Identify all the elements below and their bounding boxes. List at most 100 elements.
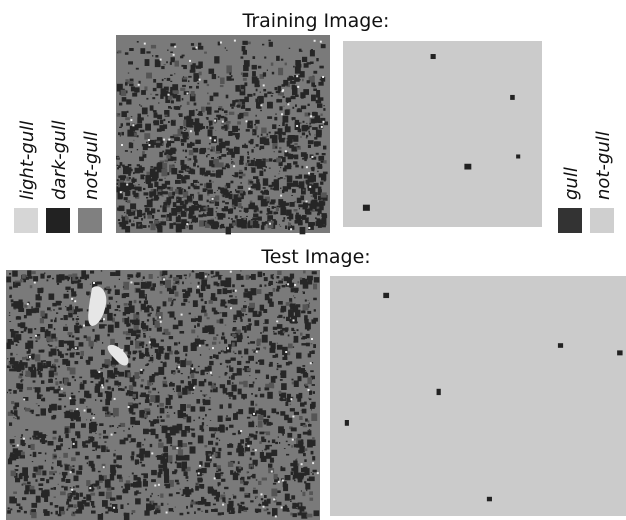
texture-dot — [177, 462, 182, 468]
texture-dot — [301, 506, 306, 509]
texture-dot — [267, 201, 269, 203]
texture-dot — [156, 197, 159, 200]
texture-dot — [137, 277, 139, 278]
texture-dot — [202, 280, 207, 287]
texture-dot — [258, 504, 261, 506]
texture-dot — [51, 334, 56, 339]
texture-dot — [251, 452, 255, 455]
texture-dot — [278, 481, 280, 483]
texture-dot — [255, 126, 257, 129]
texture-dot — [260, 394, 264, 398]
texture-dot — [282, 90, 284, 92]
texture-dot — [140, 462, 143, 464]
texture-dot — [297, 329, 299, 331]
texture-dot — [168, 94, 170, 96]
texture-dot — [269, 42, 273, 47]
texture-dot — [152, 383, 153, 384]
texture-dot — [174, 137, 180, 141]
texture-dot — [225, 114, 227, 115]
texture-dot — [285, 110, 290, 116]
texture-dot — [199, 79, 201, 81]
texture-dot — [167, 78, 171, 81]
texture-dot — [197, 336, 199, 338]
texture-dot — [105, 413, 107, 414]
texture-dot — [287, 433, 292, 438]
texture-dot — [233, 175, 235, 177]
texture-dot — [64, 394, 66, 397]
texture-dot — [197, 508, 200, 511]
texture-dot — [16, 354, 17, 355]
texture-dot — [201, 429, 204, 432]
texture-dot — [232, 162, 235, 164]
texture-dot — [238, 203, 241, 208]
texture-dot — [13, 492, 17, 494]
texture-dot — [143, 188, 145, 190]
texture-dot — [150, 313, 152, 314]
texture-dot — [211, 157, 214, 159]
texture-dot — [184, 275, 187, 277]
texture-dot — [226, 183, 229, 186]
texture-dot — [158, 189, 162, 192]
texture-dot — [282, 122, 285, 126]
texture-dot — [70, 399, 76, 405]
texture-dot — [144, 439, 145, 441]
texture-dot — [221, 299, 226, 306]
texture-dot — [308, 104, 310, 106]
texture-dot — [290, 404, 292, 405]
texture-dot — [41, 360, 44, 362]
texture-dot — [101, 384, 103, 386]
texture-dot — [617, 350, 622, 355]
texture-dot — [67, 382, 71, 386]
texture-dot — [86, 394, 91, 399]
texture-dot — [128, 329, 133, 333]
texture-dot — [13, 448, 18, 453]
texture-dot — [176, 492, 180, 494]
texture-dot — [193, 205, 199, 210]
legend-swatch — [558, 208, 582, 233]
texture-dot — [139, 454, 144, 459]
texture-dot — [294, 305, 299, 310]
texture-dot — [29, 356, 31, 358]
texture-dot — [209, 160, 213, 166]
texture-dot — [149, 376, 155, 383]
texture-dot — [261, 161, 266, 167]
texture-dot — [227, 152, 229, 155]
texture-dot — [52, 303, 56, 307]
texture-dot — [57, 283, 59, 285]
texture-dot — [53, 487, 56, 490]
texture-dot — [312, 177, 314, 180]
texture-dot — [269, 158, 273, 161]
texture-dot — [203, 213, 204, 215]
texture-dot — [277, 271, 281, 275]
texture-dot — [193, 156, 196, 160]
texture-dot — [84, 335, 87, 338]
texture-dot — [36, 302, 41, 307]
texture-dot — [132, 93, 137, 97]
texture-dot — [175, 61, 180, 67]
texture-dot — [15, 282, 20, 286]
texture-dot — [229, 72, 231, 75]
texture-dot — [255, 378, 257, 379]
texture-dot — [150, 444, 153, 447]
texture-dot — [248, 154, 249, 155]
texture-dot — [76, 295, 77, 296]
texture-dot — [238, 351, 242, 355]
texture-dot — [290, 202, 295, 207]
texture-dot — [125, 82, 128, 85]
texture-dot — [143, 333, 145, 335]
texture-dot — [32, 271, 36, 274]
texture-dot — [317, 171, 318, 172]
texture-dot — [151, 223, 156, 230]
texture-dot — [180, 489, 181, 491]
texture-dot — [7, 392, 8, 393]
texture-dot — [41, 490, 47, 494]
texture-dot — [235, 353, 237, 354]
texture-dot — [140, 225, 143, 229]
texture-dot — [163, 301, 167, 306]
texture-dot — [312, 350, 315, 354]
texture-dot — [278, 437, 279, 438]
texture-dot — [187, 116, 192, 121]
texture-dot — [173, 325, 179, 330]
texture-dot — [303, 304, 309, 310]
texture-dot — [157, 416, 159, 418]
